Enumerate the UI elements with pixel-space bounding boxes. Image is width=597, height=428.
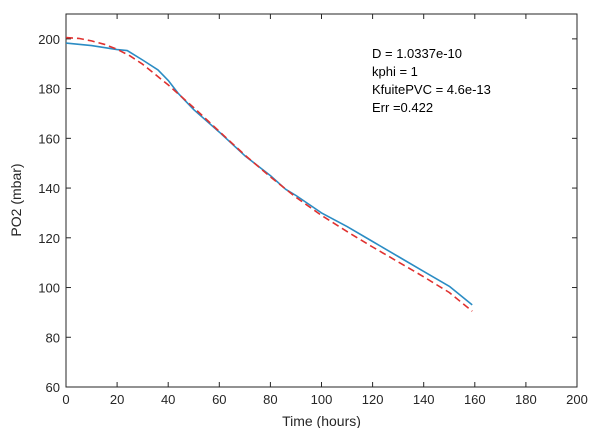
annotation-line: D = 1.0337e-10 (372, 46, 462, 61)
x-tick-label: 0 (62, 392, 69, 407)
y-tick-label: 200 (38, 32, 60, 47)
annotation-layer: D = 1.0337e-10 kphi = 1 KfuitePVC = 4.6e-1… (372, 46, 491, 115)
x-tick-label: 140 (413, 392, 435, 407)
x-axis-label: Time (hours) (282, 413, 361, 428)
series-line-dashed (65, 36, 473, 312)
annotation-line: kphi = 1 (372, 64, 418, 79)
y-tick-label: 100 (38, 281, 60, 296)
y-tick-label: 80 (46, 330, 60, 345)
ticks-layer: 0 20 40 60 80 100 120 140 160 180 200 60 80 100 120 140… (38, 14, 588, 407)
x-tick-label: 180 (515, 392, 537, 407)
series-line-solid (65, 42, 473, 306)
annotation-line: KfuitePVC = 4.6e-13 (372, 82, 491, 97)
x-tick-label: 120 (362, 392, 384, 407)
x-tick-label: 100 (311, 392, 333, 407)
y-tick-label: 140 (38, 181, 60, 196)
plot-area (65, 13, 578, 388)
x-tick-label: 200 (566, 392, 588, 407)
x-tick-label: 40 (161, 392, 175, 407)
x-tick-label: 80 (263, 392, 277, 407)
x-tick-label: 20 (110, 392, 124, 407)
y-tick-label: 160 (38, 131, 60, 146)
series-layer (65, 36, 473, 312)
y-tick-label: 180 (38, 82, 60, 97)
x-tick-label: 160 (464, 392, 486, 407)
y-axis-label: PO2 (mbar) (8, 163, 24, 236)
y-tick-label: 120 (38, 231, 60, 246)
annotation-line: Err =0.422 (372, 100, 433, 115)
x-tick-label: 60 (212, 392, 226, 407)
y-tick-label: 60 (46, 380, 60, 395)
